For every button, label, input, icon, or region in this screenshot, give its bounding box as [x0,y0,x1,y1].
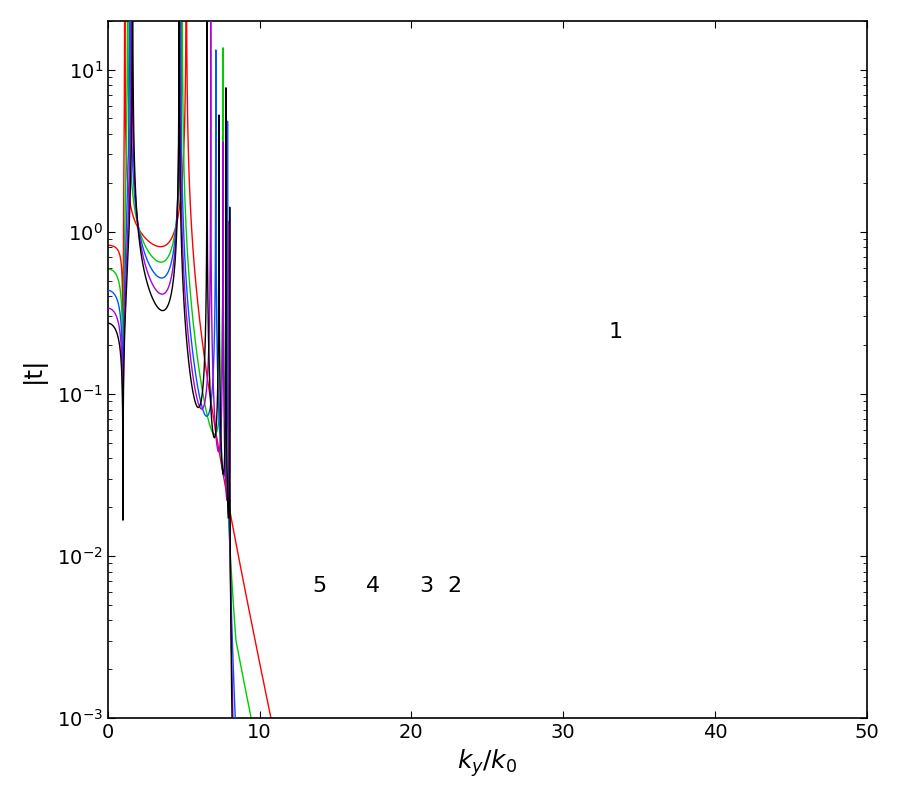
Text: 5: 5 [312,576,327,596]
Y-axis label: |t|: |t| [21,356,46,382]
Text: 2: 2 [448,576,462,596]
Text: 3: 3 [419,576,433,596]
Text: 1: 1 [608,322,623,342]
X-axis label: $k_y/k_0$: $k_y/k_0$ [457,747,518,779]
Text: 4: 4 [366,576,380,596]
